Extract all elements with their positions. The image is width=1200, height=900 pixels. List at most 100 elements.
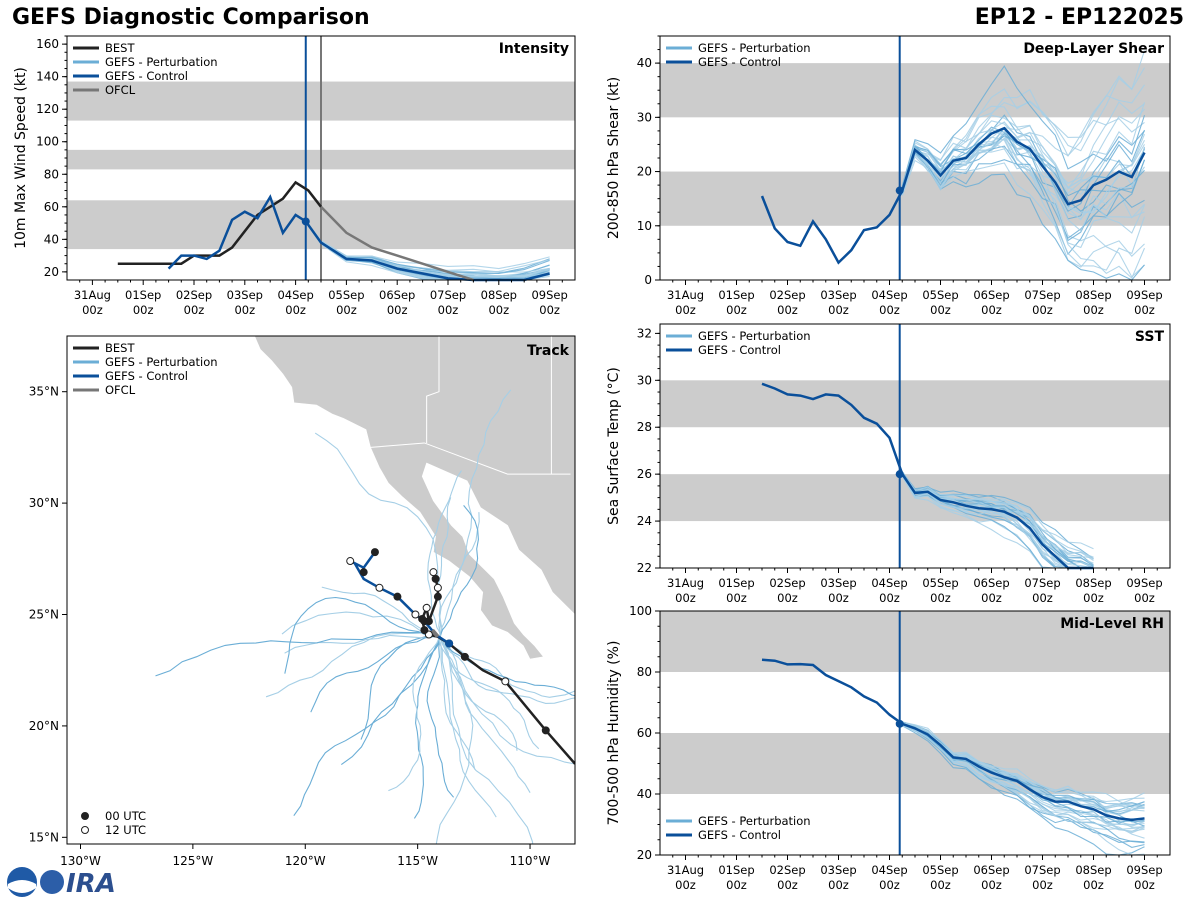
sst-ylabel: Sea Surface Temp (°C) <box>606 367 622 525</box>
track-xtick-label: 120°W <box>285 854 326 868</box>
rh-xtick-label: 00z <box>981 878 1002 892</box>
track-perturbation-line <box>439 505 479 637</box>
track-perturbation-line <box>439 636 540 750</box>
intensity-xtick-label: 00z <box>336 303 357 317</box>
track-xtick-label: 130°W <box>60 854 101 868</box>
sst-xtick-label: 07Sep <box>1024 576 1060 590</box>
shear-xtick-label: 07Sep <box>1024 288 1060 302</box>
intensity-xtick-label: 00z <box>133 303 154 317</box>
track-perturbation-line <box>439 636 531 793</box>
shear-xtick-label: 06Sep <box>973 288 1009 302</box>
rh-xtick-label: 07Sep <box>1024 863 1060 877</box>
track-map-area <box>155 336 575 844</box>
sst-ytick-label: 32 <box>637 326 652 340</box>
rh-perturbation-line <box>902 724 1145 809</box>
rh-perturbation-line <box>902 724 1145 856</box>
shear-band-1 <box>660 63 1170 118</box>
intensity-init-point <box>301 217 310 226</box>
sst-xtick-label: 00z <box>879 591 900 605</box>
us-mexico-border <box>370 442 571 475</box>
rh-band-0 <box>660 733 1170 794</box>
track-marker-legend-label: 00 UTC <box>105 809 146 823</box>
shear-xtick-label: 00z <box>1032 303 1053 317</box>
shear-perturbation-line <box>901 108 1145 190</box>
shear-perturbation-line <box>901 84 1145 194</box>
sst-xtick-label: 00z <box>828 591 849 605</box>
track-panel: 130°W 125°W 120°W 115°W 110°W 15°N 20°N 25°N 30°… <box>29 335 576 868</box>
best-marker-12utc <box>429 568 438 577</box>
rh-xtick-label: 09Sep <box>1126 863 1162 877</box>
sst-xtick-label: 05Sep <box>922 576 958 590</box>
intensity-ytick-label: 80 <box>44 167 59 181</box>
intensity-ytick-label: 40 <box>44 232 59 246</box>
sst-xtick-label: 31Aug <box>667 576 704 590</box>
rh-xtick-label: 00z <box>1134 878 1155 892</box>
rh-ytick-label: 100 <box>629 604 652 618</box>
best-marker-00utc <box>431 574 440 583</box>
rh-title: Mid-Level RH <box>1060 616 1164 632</box>
control-marker-00utc <box>370 548 379 557</box>
track-marker-legend-symbol <box>81 826 89 834</box>
sst-perturbation-line <box>901 473 1094 559</box>
shear-xtick-label: 00z <box>777 303 798 317</box>
sst-perturbation-line <box>901 471 1094 560</box>
sst-xtick-label: 01Sep <box>718 576 754 590</box>
rh-xtick-label: 00z <box>1083 878 1104 892</box>
shear-perturbation-line <box>901 121 1146 221</box>
land-polygon <box>254 336 575 660</box>
rh-xtick-label: 08Sep <box>1075 863 1111 877</box>
best-marker-12utc <box>433 583 442 592</box>
intensity-xtick-label: 00z <box>234 303 255 317</box>
cira-globe-icon <box>40 870 64 894</box>
rh-gefs-control-line <box>761 658 1145 822</box>
control-marker-12utc <box>346 557 355 566</box>
rh-xtick-label: 00z <box>879 878 900 892</box>
rh-init-point <box>895 719 904 728</box>
intensity-xtick-label: 00z <box>184 303 205 317</box>
control-marker-12utc <box>375 583 384 592</box>
shear-title: Deep-Layer Shear <box>1023 41 1164 57</box>
shear-perturbation-line <box>901 129 1146 280</box>
intensity-xtick-label: 06Sep <box>379 288 415 302</box>
intensity-xtick-label: 04Sep <box>277 288 313 302</box>
track-perturbation-line <box>413 636 441 819</box>
shear-xtick-label: 01Sep <box>718 288 754 302</box>
sst-legend-label: GEFS - Control <box>698 343 781 357</box>
track-perturbation-line <box>293 636 441 817</box>
shear-legend-label: GEFS - Control <box>698 55 781 69</box>
sst-init-point <box>895 470 904 479</box>
sst-xtick-label: 06Sep <box>973 576 1009 590</box>
sst-ytick-label: 26 <box>637 467 652 481</box>
rh-xtick-label: 00z <box>777 878 798 892</box>
intensity-xtick-label: 02Sep <box>176 288 212 302</box>
track-legend-label: OFCL <box>105 383 136 397</box>
sst-frame <box>659 323 1171 569</box>
control-marker-00utc <box>420 617 429 626</box>
intensity-ytick-label: 160 <box>36 37 59 51</box>
rh-xtick-label: 03Sep <box>820 863 856 877</box>
rh-legend-label: GEFS - Perturbation <box>698 814 811 828</box>
track-perturbation-line <box>155 631 441 677</box>
rh-perturbation-line <box>902 725 1145 843</box>
shear-legend-label: GEFS - Perturbation <box>698 41 811 55</box>
shear-xtick-label: 00z <box>1083 303 1104 317</box>
shear-xtick-label: 00z <box>675 303 696 317</box>
best-marker-00utc <box>460 652 469 661</box>
intensity-ytick-label: 20 <box>44 265 59 279</box>
rh-xtick-label: 00z <box>675 878 696 892</box>
shear-ytick-label: 10 <box>637 219 652 233</box>
intensity-legend-label: BEST <box>105 41 135 55</box>
sst-xtick-label: 00z <box>1083 591 1104 605</box>
shear-ytick-label: 40 <box>637 56 652 70</box>
shear-perturbation-line <box>901 126 1146 212</box>
rh-perturbation-line <box>902 723 1145 813</box>
track-ofcl-line <box>430 628 440 639</box>
sst-xtick-label: 09Sep <box>1126 576 1162 590</box>
shear-perturbation-line <box>901 128 1146 209</box>
rh-xtick-label: 01Sep <box>718 863 754 877</box>
sst-xtick-label: 00z <box>930 591 951 605</box>
shear-xtick-label: 05Sep <box>922 288 958 302</box>
best-marker-00utc <box>541 726 550 735</box>
shear-xtick-label: 00z <box>828 303 849 317</box>
